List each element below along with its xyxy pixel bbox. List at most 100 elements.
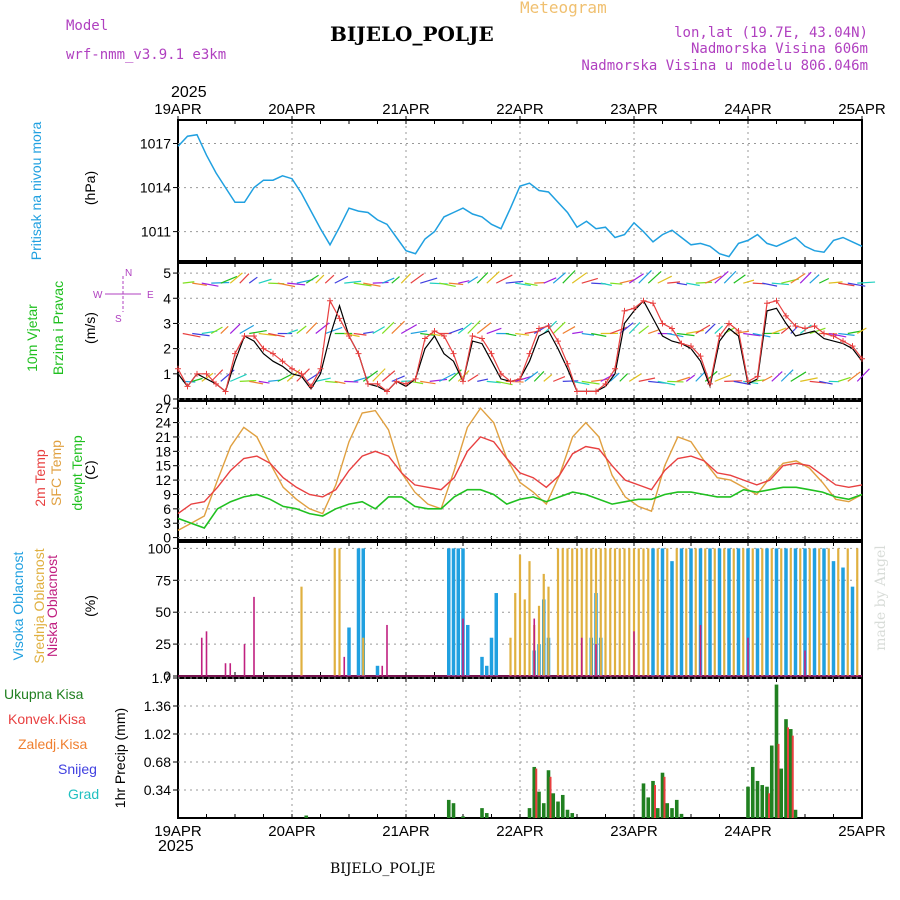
precip-bar-convective — [654, 785, 656, 818]
y-tick-label: 0.34 — [144, 782, 171, 798]
cloud-bar-1 — [694, 548, 697, 676]
cloud-bar-2 — [224, 663, 227, 676]
wind-arrow — [676, 376, 691, 382]
wind-arrow — [619, 279, 635, 284]
wind-arrow — [591, 378, 609, 382]
wind-arrow — [714, 325, 724, 334]
precip-bar-total — [570, 813, 575, 818]
year-bottom: 2025 — [158, 838, 194, 855]
wind-arrow — [448, 282, 464, 286]
wind-marker — [726, 320, 732, 327]
wind-arrow — [799, 271, 812, 284]
cloud-bar-0 — [679, 548, 684, 676]
wind-arrow — [543, 320, 557, 334]
wind-arrow — [410, 330, 428, 335]
wind-arrow — [799, 324, 812, 334]
cloud-bar-2 — [229, 663, 232, 676]
precip-bar-total — [765, 786, 769, 818]
time-label-bottom: 19APR — [154, 823, 202, 840]
meteogram-label: Meteogram — [520, 0, 607, 17]
wind-marker — [403, 380, 409, 387]
time-label-bottom: 23APR — [610, 823, 658, 840]
cloud-bar-1 — [523, 599, 526, 676]
wind-marker — [336, 315, 343, 322]
wind-arrow — [828, 281, 843, 284]
precip-bar-total — [746, 786, 750, 818]
precip-bar-total — [774, 684, 779, 818]
cloud-bar-1 — [623, 548, 626, 676]
model-label: Model — [66, 18, 109, 34]
y-tick-label: 15 — [155, 458, 171, 474]
wind-arrow — [305, 322, 318, 334]
wind-arrow — [534, 282, 545, 284]
cloud-bar-1 — [818, 548, 821, 676]
cloud-bar-1 — [751, 548, 754, 676]
wind-marker — [783, 312, 789, 319]
wind-arrow — [543, 374, 553, 382]
cloud-bar-2 — [747, 637, 749, 676]
y-tick-label: 100 — [148, 540, 172, 556]
y-tick-label: 1.36 — [144, 698, 171, 714]
wind-arrow — [647, 270, 662, 284]
wind-arrow — [628, 273, 644, 284]
wind-arrow — [457, 322, 473, 334]
time-label-top: 25APR — [838, 101, 886, 118]
legend-snow: Snijeg — [58, 761, 97, 777]
wind-arrow — [724, 380, 743, 382]
cloud-bar-0 — [850, 586, 855, 676]
wind-arrow — [809, 380, 826, 384]
cloud-bar-2 — [386, 624, 388, 676]
wind-arrow — [201, 282, 219, 287]
precip-bar-total — [546, 770, 551, 818]
temp-2m-line — [177, 436, 863, 515]
wind-arrow — [856, 368, 870, 382]
wind-arrow — [305, 274, 319, 284]
cloud-bar-1 — [571, 548, 574, 676]
cloud-bar-0 — [466, 624, 470, 676]
cloud-bar-1 — [609, 548, 612, 676]
wind-arrow — [809, 274, 820, 284]
y-tick-label: 9 — [163, 486, 171, 502]
wind-arrow — [448, 327, 464, 335]
wind-arrow — [410, 273, 425, 284]
cloud-bar-0 — [803, 548, 807, 676]
wind-marker — [222, 388, 229, 395]
cloud-bar-1 — [514, 593, 517, 676]
wind-marker — [194, 370, 200, 377]
time-label-top: 23APR — [610, 101, 658, 118]
cloud-bar-2 — [381, 665, 384, 676]
wind-arrow — [685, 374, 696, 382]
wind-arrow — [325, 380, 338, 384]
wind-arrow — [268, 379, 281, 382]
wind-arrow — [486, 271, 500, 284]
precip-bar-convective — [535, 768, 538, 818]
wind-marker — [279, 358, 286, 365]
wind-arrow — [648, 329, 659, 335]
y-tick-label: 1 — [163, 366, 171, 382]
wind-arrow — [400, 324, 418, 335]
wind-marker — [365, 380, 371, 387]
y-tick-label: 5 — [163, 265, 171, 281]
y-tick-label: 0.68 — [144, 754, 171, 770]
wind-arrow — [743, 279, 755, 284]
wind-arrow — [856, 327, 867, 335]
precip-bar-total — [679, 813, 684, 818]
cloud-bar-1 — [723, 548, 726, 676]
wind-arrow — [676, 282, 688, 286]
wind-arrow — [524, 371, 539, 382]
cloud-bar-0 — [485, 665, 489, 676]
wind-marker — [612, 365, 618, 372]
wind-arrow — [752, 332, 771, 338]
wind-marker — [745, 378, 751, 385]
y-tick-label: 1017 — [140, 136, 171, 152]
cloud-bar-0 — [831, 561, 836, 676]
wind-arrow — [847, 371, 861, 382]
cloud-bar-2 — [200, 637, 203, 676]
wind-arrow — [733, 330, 750, 335]
wind-arrow — [315, 274, 325, 284]
wind-arrow — [287, 282, 306, 286]
lonlat: lon,lat (19.7E, 43.04N) — [674, 25, 868, 41]
wind-marker — [384, 388, 390, 395]
wind-marker — [317, 365, 324, 372]
wind-arrow — [800, 377, 818, 382]
